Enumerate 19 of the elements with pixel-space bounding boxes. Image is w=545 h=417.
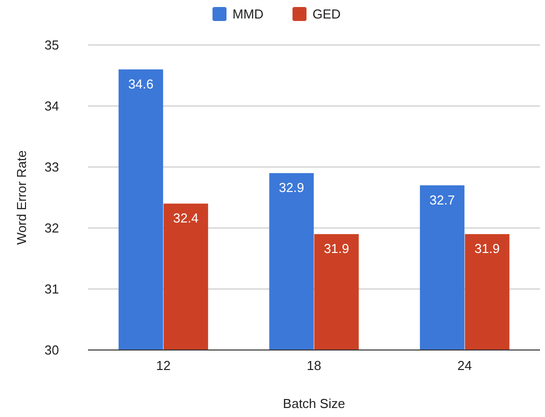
data-label: 32.4	[173, 210, 198, 226]
y-tick-label: 30	[44, 342, 59, 358]
y-tick-label: 35	[44, 38, 59, 53]
legend-label: GED	[312, 6, 341, 22]
legend-label: MMD	[232, 6, 264, 22]
x-axis-title: Batch Size	[282, 396, 346, 411]
data-label: 32.7	[430, 192, 455, 208]
y-tick-label: 34	[44, 98, 59, 114]
y-tick-label: 32	[44, 220, 59, 236]
y-tick-label: 31	[44, 282, 59, 297]
x-tick-label: 18	[306, 358, 322, 373]
x-tick-label: 24	[457, 358, 472, 373]
x-tick-label: 12	[156, 358, 171, 373]
data-label: 34.6	[128, 76, 154, 92]
data-label: 31.9	[324, 241, 350, 256]
y-tick-label: 33	[44, 160, 59, 175]
data-label: 32.9	[278, 180, 304, 196]
data-label: 31.9	[474, 241, 500, 256]
y-axis-title: Word Error Rate	[14, 150, 29, 245]
